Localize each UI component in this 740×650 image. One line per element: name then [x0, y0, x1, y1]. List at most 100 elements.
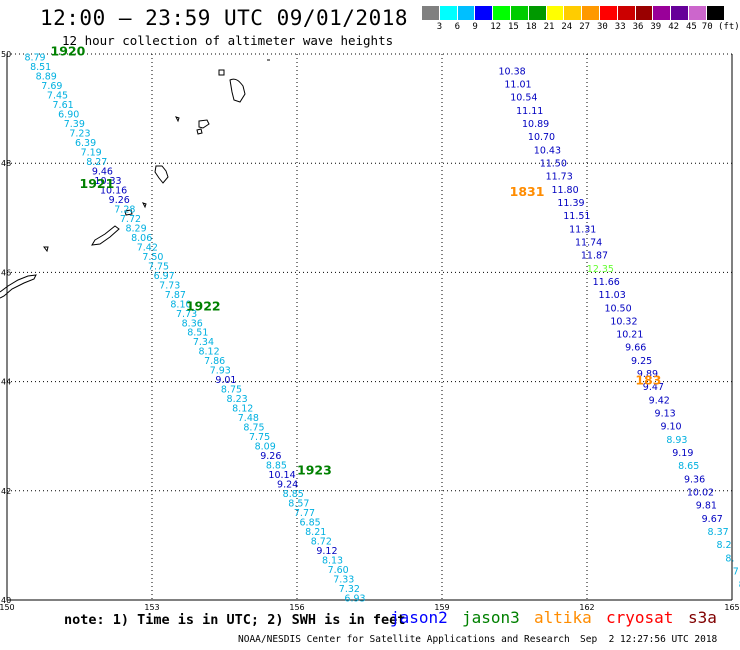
pass-time-label: 1922	[186, 299, 221, 314]
swh-value-label: 11.39	[557, 198, 584, 209]
page-title: 12:00 — 23:59 UTC 09/01/2018	[40, 6, 409, 30]
swh-value-label: 8.27	[86, 157, 107, 168]
swh-value-label: 8.10	[170, 299, 191, 310]
swh-value-label: 11.51	[563, 211, 590, 222]
swh-value-label: 8.23	[227, 394, 248, 405]
swh-value-label: 10.02	[687, 488, 714, 499]
legend-tick-label: 21	[543, 22, 555, 32]
swh-value-label: 8.29	[125, 223, 146, 234]
swh-value-label: 7.28	[114, 204, 135, 215]
lat-tick-label: 40	[1, 596, 11, 605]
swh-value-label: 11.74	[575, 237, 602, 248]
color-legend-bar	[422, 6, 725, 20]
swh-value-label: 7.33	[333, 574, 354, 585]
lon-tick-label: 153	[144, 603, 159, 612]
island-shape	[229, 78, 246, 103]
swh-value-label: 8.93	[666, 435, 687, 446]
legend-swatch	[546, 6, 565, 20]
swh-value-label: 10.50	[604, 303, 631, 314]
page-subtitle: 12 hour collection of altimeter wave hei…	[62, 33, 394, 48]
swh-value-label: 11.03	[599, 290, 626, 301]
swh-value-label: 9.10	[660, 422, 681, 433]
legend-swatch	[493, 6, 511, 20]
lat-tick-label: 42	[1, 487, 11, 496]
swh-value-label: 7.34	[193, 337, 214, 348]
swh-value-label: 8.72	[311, 536, 332, 547]
swh-value-label: 8.09	[255, 442, 276, 453]
swh-value-label: 9.47	[643, 382, 664, 393]
swh-value-label: 9.19	[672, 448, 693, 459]
swh-value-label: 11.50	[540, 159, 567, 170]
swh-value-label: 10.38	[498, 66, 525, 77]
swh-value-label: 9.67	[702, 514, 723, 525]
legend-swatch	[528, 6, 547, 20]
swh-value-label: 9.01	[215, 375, 236, 386]
units-note: note: 1) Time is in UTC; 2) SWH is in fe…	[64, 612, 406, 628]
island-shape	[218, 69, 225, 76]
swh-value-label: 10.21	[616, 330, 643, 341]
swh-value-label: 7.77	[294, 508, 315, 519]
satellite-legend-jason2: jason2	[390, 608, 448, 627]
legend-tick-label: 3	[436, 22, 443, 32]
swh-value-label: 11.73	[546, 172, 573, 183]
island-shape	[154, 165, 169, 184]
swh-value-label: 8.12	[232, 404, 253, 415]
swh-value-label: 8.75	[243, 423, 264, 434]
pass-time-label: 1831	[510, 184, 545, 199]
swh-value-label: 8.85	[283, 489, 304, 500]
swh-value-label: 7.87	[165, 290, 186, 301]
swh-value-label: 8.51	[30, 62, 51, 73]
swh-value-label: 7.75	[249, 432, 270, 443]
satellite-legend-s3a: s3a	[688, 608, 717, 627]
swh-value-label: 10.54	[510, 93, 537, 104]
swh-value-label: 7.69	[41, 81, 62, 92]
swh-value-label: 7.32	[339, 584, 360, 595]
legend-tick-label: 24	[561, 22, 573, 32]
swh-value-label: 9.13	[655, 409, 676, 420]
legend-swatch	[635, 6, 654, 20]
swh-value-label: 10.14	[268, 470, 295, 481]
swh-value-label: 9.26	[260, 451, 281, 462]
swh-value-label: 7.19	[81, 148, 102, 159]
legend-swatch	[582, 6, 600, 20]
lat-tick-label: 50	[1, 50, 11, 59]
island-shape	[43, 246, 49, 253]
swh-value-label: 11.87	[581, 251, 608, 262]
swh-value-label: 9.26	[109, 195, 130, 206]
credit-text: NOAA/NESDIS Center for Satellite Applica…	[238, 634, 570, 645]
legend-tick-label: 70 (ft)	[701, 22, 740, 32]
satellite-legend-altika: altika	[534, 608, 592, 627]
swh-value-label: 7.86	[204, 356, 225, 367]
swh-value-label: 11.80	[551, 185, 578, 196]
swh-value-label: 9.89	[637, 369, 658, 380]
legend-tick-label: 27	[579, 22, 591, 32]
legend-tick-label: 30	[597, 22, 608, 32]
swh-value-label: 11.11	[516, 106, 543, 117]
swh-value-label: 11.01	[504, 80, 531, 91]
swh-value-label: 8.21	[305, 527, 326, 538]
swh-value-label: 11.31	[569, 224, 596, 235]
swh-value-label: 9.66	[625, 343, 646, 354]
swh-value-label: 7.72	[120, 214, 141, 225]
swh-value-label: 8.	[725, 553, 734, 564]
swh-value-label: 10.33	[94, 176, 121, 187]
swh-value-label: 8.12	[198, 347, 219, 358]
swh-value-label: 7.60	[328, 565, 349, 576]
coastline	[0, 59, 270, 299]
swh-value-label: 7.48	[238, 413, 259, 424]
legend-tick-label: 6	[454, 22, 461, 32]
legend-tick-label: 45	[686, 22, 697, 32]
legend-swatch	[706, 6, 725, 20]
swh-value-label: 9.46	[92, 167, 113, 178]
swh-value-label: 9.42	[649, 395, 670, 406]
legend-swatch	[653, 6, 672, 20]
legend-tick-label: 39	[650, 22, 662, 32]
swh-value-label: 7.50	[142, 252, 163, 263]
swh-value-label: 6.90	[58, 110, 79, 121]
lat-tick-label: 44	[1, 378, 11, 387]
swh-value-label: 8.79	[24, 53, 45, 64]
swh-value-label: 8.36	[182, 318, 203, 329]
legend-tick-label: 15	[508, 22, 519, 32]
swh-value-label: 7.39	[64, 119, 85, 130]
